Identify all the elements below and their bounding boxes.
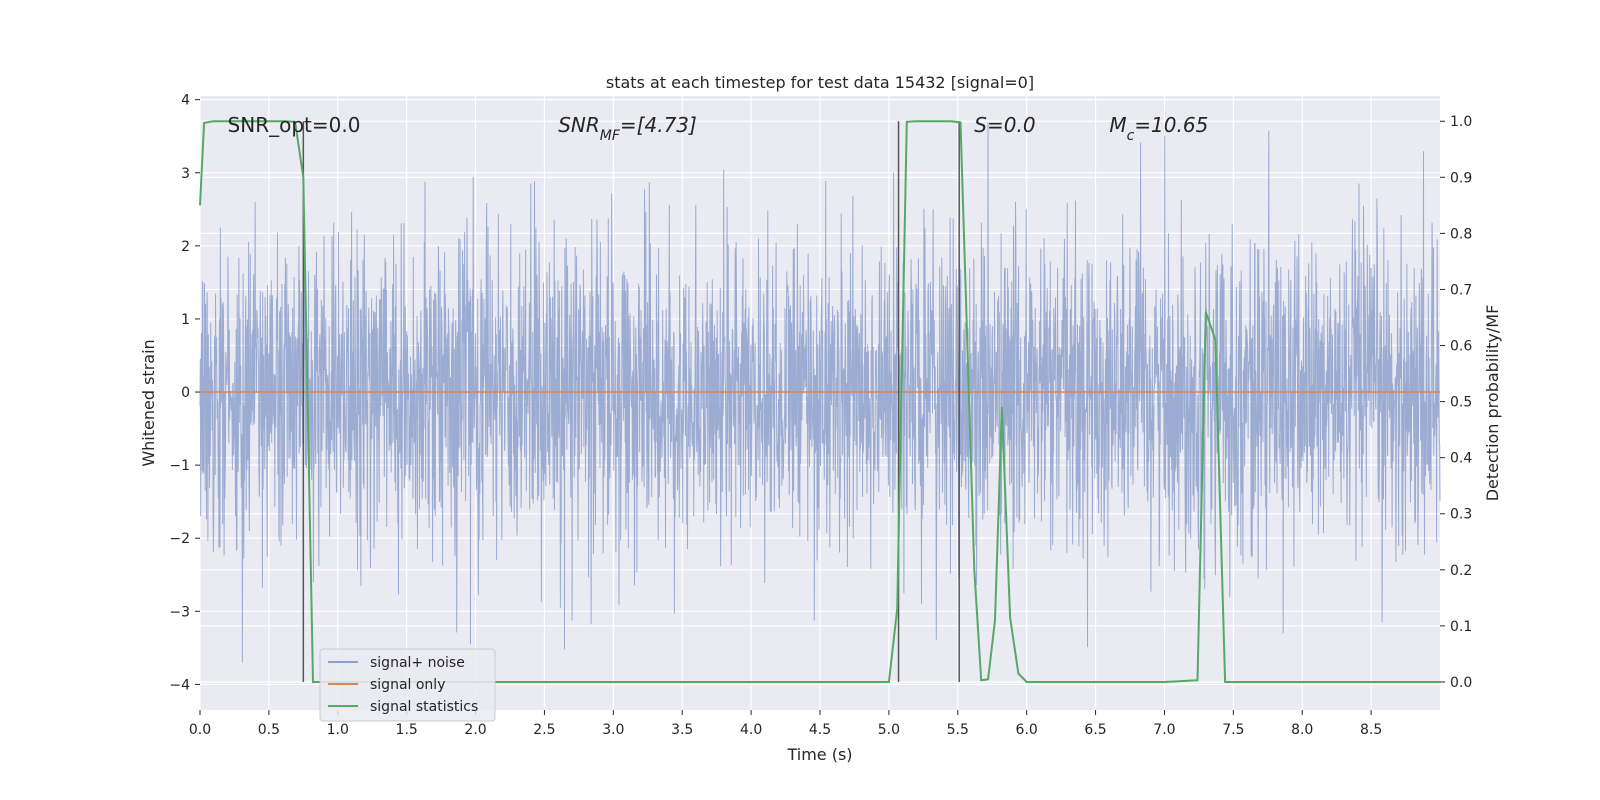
x-tick-label: 3.0 <box>602 722 624 738</box>
chart-title: stats at each timestep for test data 154… <box>606 73 1034 92</box>
x-tick-label: 5.0 <box>878 722 900 738</box>
annotation-3: Mc=10.65 <box>1109 113 1208 144</box>
x-tick-label: 4.5 <box>809 722 831 738</box>
legend-label-signal-only: signal only <box>370 677 445 693</box>
annotation-2: S=0.0 <box>974 113 1035 137</box>
x-tick-label: 8.0 <box>1291 722 1313 738</box>
y-left-tick-label: −2 <box>169 531 190 547</box>
x-tick-label: 6.5 <box>1084 722 1106 738</box>
legend: signal+ noise signal only signal statist… <box>319 648 496 722</box>
y-right-tick-label: 0.2 <box>1450 563 1472 579</box>
x-tick-label: 8.5 <box>1360 722 1382 738</box>
x-tick-label: 7.5 <box>1222 722 1244 738</box>
y-axis-right-label: Detection probability/MF <box>1483 305 1502 502</box>
x-axis-label: Time (s) <box>786 745 852 764</box>
y-axis-left-ticks: 4 3 2 1 0 −1 −2 −3 −4 <box>169 93 200 693</box>
series-signal-noise <box>199 122 1441 663</box>
x-tick-label: 5.5 <box>947 722 969 738</box>
annotations: SNR_opt=0.0 SNRMF=[4.73] S=0.0 Mc=10.65 <box>228 113 1209 144</box>
y-left-tick-label: −1 <box>169 458 190 474</box>
x-tick-label: 4.0 <box>740 722 762 738</box>
noise-trace <box>199 122 1441 663</box>
y-axis-right-ticks: 1.0 0.9 0.8 0.7 0.6 0.5 0.4 0.3 0.2 0.1 0.0 <box>1440 114 1472 691</box>
x-tick-label: 2.0 <box>464 722 486 738</box>
annotation-0: SNR_opt=0.0 <box>228 113 361 137</box>
y-left-tick-label: −3 <box>169 604 190 620</box>
y-right-tick-label: 0.3 <box>1450 507 1472 523</box>
y-left-tick-label: 4 <box>181 93 190 109</box>
x-tick-label: 2.5 <box>533 722 555 738</box>
x-tick-label: 3.5 <box>671 722 693 738</box>
y-right-tick-label: 0.0 <box>1450 675 1472 691</box>
y-right-tick-label: 0.5 <box>1450 395 1472 411</box>
y-left-tick-label: 2 <box>181 239 190 255</box>
y-right-tick-label: 0.9 <box>1450 170 1472 186</box>
series-signal-statistics <box>199 120 1440 683</box>
x-tick-label: 1.0 <box>327 722 349 738</box>
y-right-tick-label: 0.7 <box>1450 282 1472 298</box>
y-right-tick-label: 0.8 <box>1450 226 1472 242</box>
y-right-tick-label: 0.1 <box>1450 619 1472 635</box>
x-axis-ticks: 0.0 0.5 1.0 1.5 2.0 2.5 3.0 3.5 4.0 4.5 5.0 5.5 6.0 6… <box>189 710 1382 738</box>
x-tick-label: 0.5 <box>258 722 280 738</box>
y-left-tick-label: −4 <box>169 677 190 693</box>
legend-box <box>319 648 496 722</box>
legend-label-signal-noise: signal+ noise <box>370 655 465 671</box>
x-tick-label: 7.0 <box>1153 722 1175 738</box>
y-left-tick-label: 0 <box>181 385 190 401</box>
x-tick-label: 1.5 <box>396 722 418 738</box>
y-right-tick-label: 0.4 <box>1450 451 1472 467</box>
y-left-tick-label: 3 <box>181 166 190 182</box>
y-left-tick-label: 1 <box>181 312 190 328</box>
legend-label-signal-statistics: signal statistics <box>370 699 478 715</box>
y-right-tick-label: 0.6 <box>1450 339 1472 355</box>
x-tick-label: 6.0 <box>1016 722 1038 738</box>
statistics-line <box>199 120 1440 683</box>
y-right-tick-label: 1.0 <box>1450 114 1472 130</box>
annotation-1: SNRMF=[4.73] <box>558 113 697 144</box>
x-tick-label: 0.0 <box>189 722 211 738</box>
y-axis-left-label: Whitened strain <box>139 339 158 466</box>
